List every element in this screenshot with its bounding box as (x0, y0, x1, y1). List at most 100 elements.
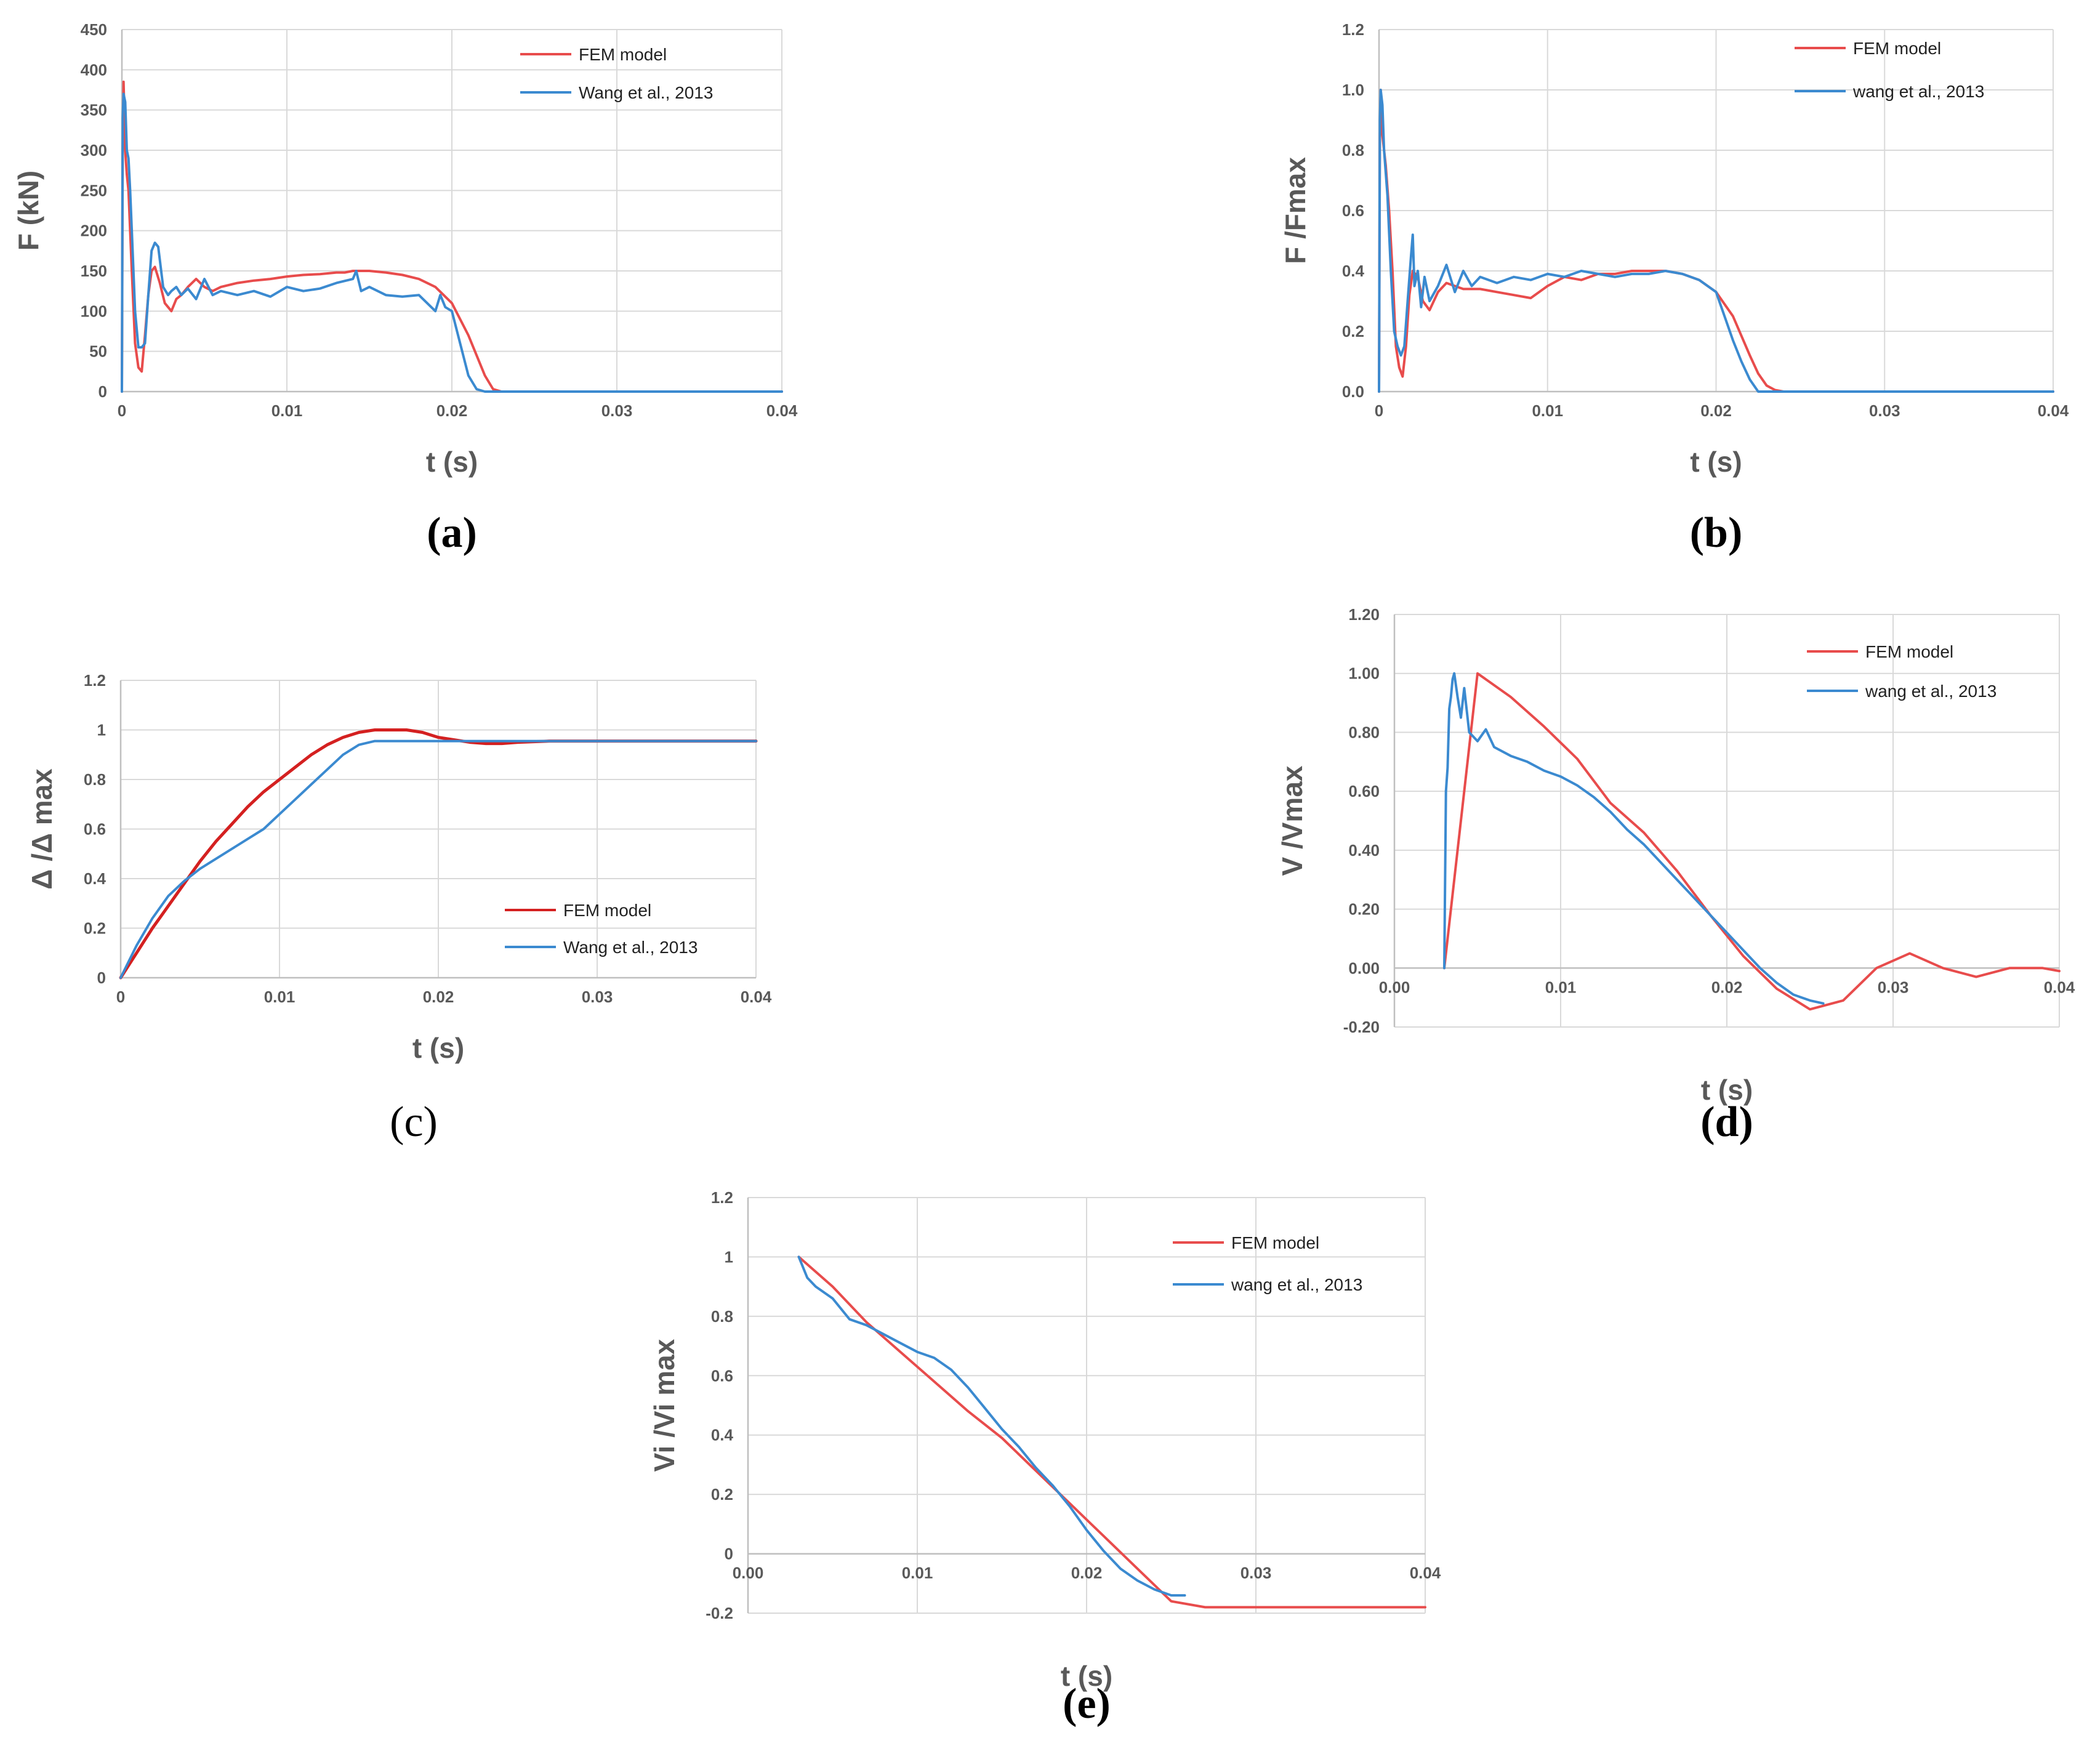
x-tick-label: 0.02 (1071, 1564, 1103, 1582)
y-tick-label: 0.2 (1342, 322, 1364, 340)
y-tick-label: 1.2 (84, 671, 106, 690)
x-tick-label: 0.04 (2044, 978, 2075, 996)
x-tick-label: 0.04 (2038, 401, 2069, 420)
chart-panel-c: 0 0.01 0.02 0.03 0.04 0 0.2 0.4 0.6 0.8 1 1.2 t (s) Δ… (26, 671, 772, 1146)
y-tick-label: 0.6 (84, 820, 106, 839)
y-axis-title: Δ /Δ max (26, 768, 58, 890)
x-tick-label: 0 (1375, 401, 1383, 420)
x-tick-label: 0.01 (1532, 401, 1563, 420)
x-axis-title: t (s) (1061, 1660, 1112, 1692)
y-tick-label: 1 (725, 1247, 733, 1266)
y-tick-label: 0 (99, 382, 107, 401)
y-tick-label: 150 (81, 262, 107, 280)
y-tick-label: 1.20 (1348, 605, 1380, 624)
x-tick-label: 0 (118, 401, 126, 420)
chart-panel-e: 0.00 0.01 0.02 0.03 0.04 -0.2 0 0.2 0.4 0.6 0.8 1 1.… (648, 1188, 1441, 1728)
legend-label: FEM model (1865, 642, 1953, 661)
y-tick-label: 1.00 (1348, 664, 1380, 683)
y-tick-label: 200 (81, 222, 107, 240)
y-tick-label: 0.8 (84, 770, 106, 789)
y-tick-label: 0.4 (1342, 262, 1365, 280)
y-tick-label: -0.20 (1343, 1018, 1380, 1036)
y-tick-label: 0.00 (1348, 959, 1380, 977)
legend-label: FEM model (563, 901, 651, 920)
x-axis-title: t (s) (1690, 446, 1742, 478)
legend-label: Wang et al., 2013 (579, 83, 713, 102)
legend-label: wang et al., 2013 (1231, 1275, 1362, 1294)
x-tick-label: 0.03 (601, 401, 633, 420)
y-tick-label: 0.80 (1348, 723, 1380, 741)
y-tick-label: 300 (81, 141, 107, 159)
x-tick-label: 0.03 (1241, 1564, 1272, 1582)
x-tick-label: 0.04 (766, 401, 798, 420)
y-tick-label: -0.2 (706, 1604, 733, 1622)
y-tick-label: 1.2 (711, 1188, 733, 1207)
panel-label: (b) (1690, 509, 1743, 557)
panel-label: (d) (1700, 1098, 1753, 1146)
y-axis-title: Vi /Vi max (648, 1339, 680, 1472)
legend-label: wang et al., 2013 (1852, 82, 1984, 101)
x-tick-label: 0.01 (264, 988, 296, 1006)
legend-label: FEM model (1853, 39, 1941, 58)
x-axis-title: t (s) (1701, 1074, 1753, 1106)
series-line-wang-2013 (121, 92, 783, 393)
y-tick-label: 0 (725, 1545, 733, 1563)
y-tick-label: 1.2 (1342, 20, 1364, 39)
x-tick-label: 0.03 (1878, 978, 1909, 996)
y-axis-title: F (kN) (12, 171, 44, 251)
x-tick-label: 0.00 (1379, 978, 1410, 996)
legend-label: FEM model (1231, 1233, 1319, 1252)
y-tick-label: 0.6 (711, 1366, 733, 1385)
x-tick-label: 0.02 (423, 988, 454, 1006)
y-tick-label: 0.2 (84, 919, 106, 938)
series-line-wang-2013 (1378, 89, 2054, 393)
y-axis-title: V /Vmax (1276, 765, 1308, 876)
x-tick-label: 0.04 (741, 988, 772, 1006)
x-tick-label: 0.03 (582, 988, 613, 1006)
x-tick-label: 0.01 (1545, 978, 1577, 996)
y-tick-label: 0.8 (1342, 141, 1364, 159)
y-tick-label: 50 (89, 342, 107, 361)
y-tick-label: 0.2 (711, 1485, 733, 1504)
x-tick-label: 0 (116, 988, 125, 1006)
y-tick-label: 0.4 (711, 1426, 734, 1444)
legend-label: wang et al., 2013 (1865, 682, 1996, 701)
series-line-wang-2013 (1443, 672, 1825, 1005)
x-tick-label: 0.02 (436, 401, 468, 420)
chart-panel-a: 0 0.01 0.02 0.03 0.04 0 50 100 150 200 250 300 350 40… (12, 20, 798, 557)
chart-panel-d: 0.00 0.01 0.02 0.03 0.04 -0.20 0.00 0.20 0.40 0.6… (1276, 605, 2075, 1146)
y-tick-label: 0.20 (1348, 900, 1380, 919)
legend-label: Wang et al., 2013 (563, 938, 698, 957)
y-tick-label: 0.6 (1342, 201, 1364, 220)
y-axis-title: F /Fmax (1279, 157, 1311, 264)
series-line-fem-model (1443, 672, 2061, 1011)
y-tick-label: 250 (81, 181, 107, 199)
series-line-fem-model (119, 728, 758, 980)
series-line-wang-2013 (797, 1255, 1186, 1597)
y-tick-label: 100 (81, 302, 107, 320)
y-tick-label: 1.0 (1342, 81, 1364, 99)
x-tick-label: 0.02 (1711, 978, 1743, 996)
x-tick-label: 0.00 (733, 1564, 764, 1582)
x-tick-label: 0.02 (1700, 401, 1732, 420)
legend-label: FEM model (579, 45, 667, 64)
x-tick-label: 0.01 (902, 1564, 933, 1582)
y-tick-label: 0.0 (1342, 382, 1364, 401)
x-axis-title: t (s) (412, 1032, 464, 1064)
chart-panel-b: 0 0.01 0.02 0.03 0.04 0.0 0.2 0.4 0.6 0.8 1.0 1.2 t … (1279, 20, 2069, 557)
y-tick-label: 1 (97, 721, 106, 739)
x-tick-label: 0.03 (1869, 401, 1900, 420)
y-tick-label: 0.8 (711, 1307, 733, 1326)
y-tick-label: 0.40 (1348, 841, 1380, 860)
panel-label: (c) (390, 1098, 438, 1146)
x-axis-title: t (s) (426, 446, 478, 478)
y-tick-label: 0.60 (1348, 782, 1380, 800)
x-tick-label: 0.04 (1410, 1564, 1441, 1582)
series-line-fem-model (797, 1255, 1426, 1609)
y-tick-label: 450 (81, 20, 107, 39)
panel-label: (e) (1063, 1680, 1111, 1728)
y-tick-label: 0.4 (84, 869, 107, 888)
y-tick-label: 350 (81, 101, 107, 119)
x-tick-label: 0.01 (271, 401, 303, 420)
